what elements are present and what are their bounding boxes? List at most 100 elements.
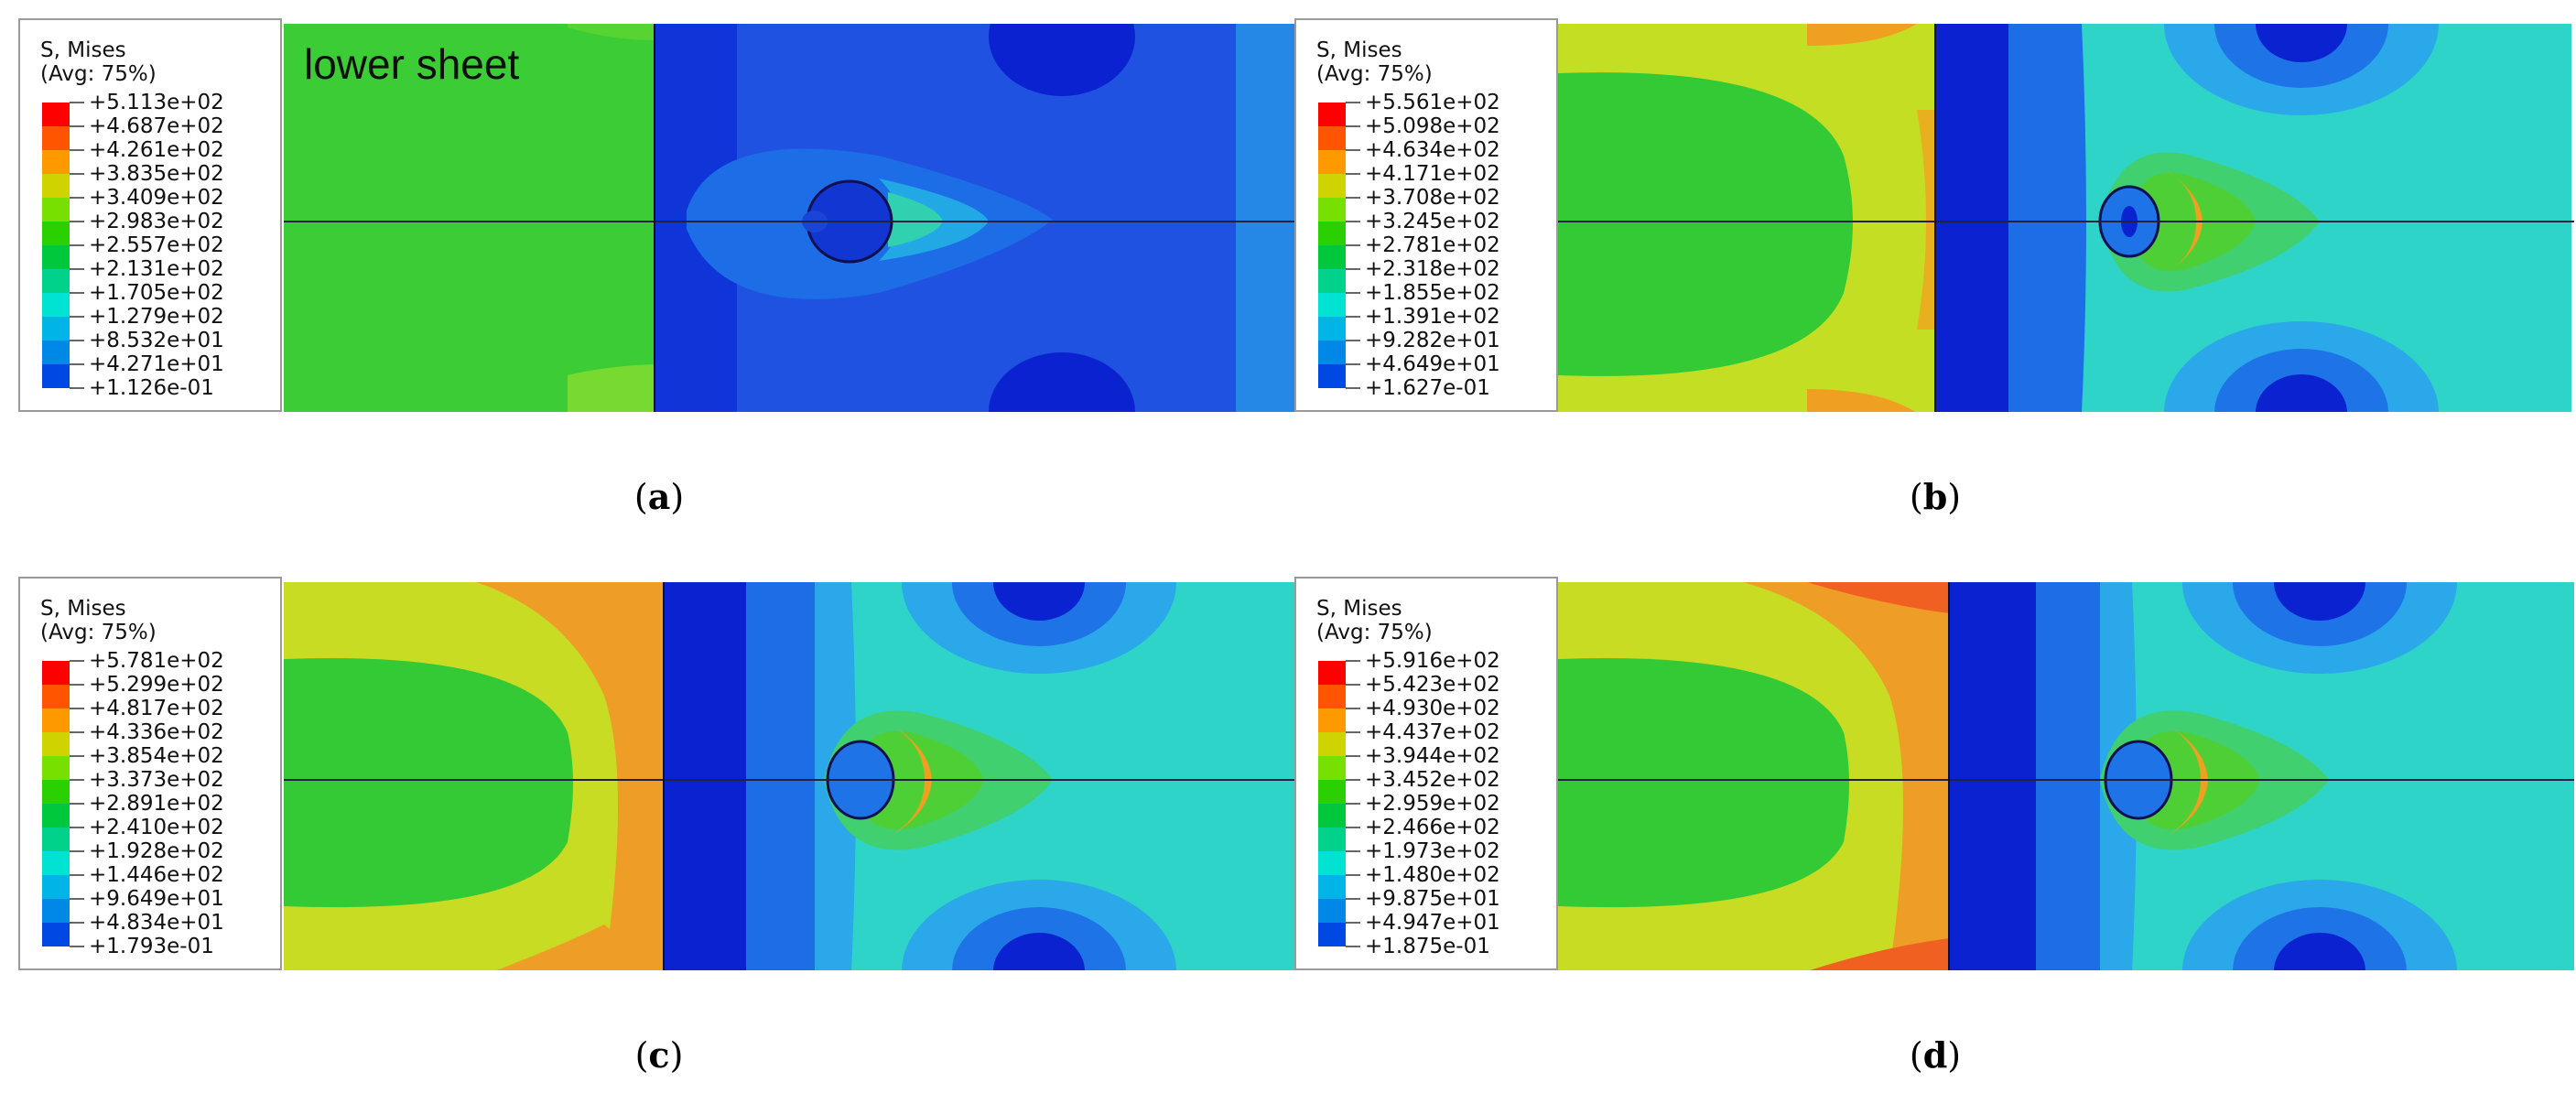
legend-value: +5.098e+02 [1365, 114, 1500, 138]
legend-value: +3.409e+02 [89, 186, 224, 210]
legend-value: +4.634e+02 [1365, 138, 1500, 162]
legend-value: +3.944e+02 [1365, 744, 1500, 768]
color-band [1318, 780, 1346, 804]
color-band [42, 851, 70, 875]
legend-title: S, Mises [1316, 597, 1402, 621]
color-band [42, 732, 70, 756]
legend-value: +5.781e+02 [89, 649, 224, 673]
legend-value: +4.437e+02 [1365, 720, 1500, 744]
color-band [1318, 923, 1346, 946]
left-sheet-region-b [1558, 24, 1935, 412]
color-band [42, 756, 70, 780]
color-scale-bar-a [42, 102, 84, 389]
legend-value: +3.245e+02 [1365, 210, 1500, 233]
legend-subtitle: (Avg: 75%) [40, 62, 157, 86]
legend-value: +2.318e+02 [1365, 257, 1500, 281]
legend-value: +3.373e+02 [89, 768, 224, 792]
color-band [1318, 269, 1346, 293]
legend-value: +3.708e+02 [1365, 186, 1500, 210]
legend-value: +5.299e+02 [89, 673, 224, 697]
legend-value: +4.336e+02 [89, 720, 224, 744]
color-scale-bar-c [42, 660, 84, 947]
color-scale-bar-d [1318, 660, 1360, 947]
legend-subtitle: (Avg: 75%) [1316, 62, 1433, 86]
legend-value: +1.446e+02 [89, 863, 224, 887]
stress-contour-plot-b [1558, 24, 2574, 412]
panel-b: S, Mises (Avg: 75%) +5.561e+02 +5.098e+02… [1294, 18, 2576, 549]
color-band [42, 245, 70, 269]
legend-value: +2.781e+02 [1365, 233, 1500, 257]
legend-value: +4.687e+02 [89, 114, 224, 138]
legend-a: S, Mises (Avg: 75%) +5.113e+02 +4.687e+02… [18, 18, 282, 412]
color-band [42, 269, 70, 293]
color-band [1318, 685, 1346, 708]
caption-c: (c) [634, 1034, 684, 1076]
legend-value: +2.410e+02 [89, 816, 224, 839]
color-band [42, 317, 70, 341]
caption-b: (b) [1909, 476, 1962, 517]
legend-value: +2.557e+02 [89, 233, 224, 257]
color-band [1318, 222, 1346, 245]
legend-value: +1.793e-01 [89, 935, 214, 958]
color-band [1318, 317, 1346, 341]
color-band [1318, 827, 1346, 851]
color-band [42, 804, 70, 827]
legend-d: S, Mises (Avg: 75%) +5.916e+02 +5.423e+02… [1294, 577, 1558, 970]
legend-value: +5.916e+02 [1365, 649, 1500, 673]
color-band [42, 150, 70, 174]
caption-d: (d) [1909, 1034, 1962, 1076]
legend-title: S, Mises [40, 597, 126, 621]
legend-value: +4.817e+02 [89, 697, 224, 720]
color-band [1318, 103, 1346, 126]
legend-value: +2.131e+02 [89, 257, 224, 281]
color-band [1318, 899, 1346, 923]
color-band [42, 103, 70, 126]
legend-value: +1.627e-01 [1365, 376, 1490, 400]
legend-value: +5.561e+02 [1365, 91, 1500, 114]
color-band [1318, 293, 1346, 317]
legend-value: +5.423e+02 [1365, 673, 1500, 697]
legend-value: +1.480e+02 [1365, 863, 1500, 887]
legend-value: +3.835e+02 [89, 162, 224, 186]
legend-value: +1.875e-01 [1365, 935, 1490, 958]
color-band [1318, 661, 1346, 685]
legend-value: +2.466e+02 [1365, 816, 1500, 839]
legend-value: +1.279e+02 [89, 305, 224, 329]
legend-value: +5.113e+02 [89, 91, 224, 114]
color-scale-bar-b [1318, 102, 1360, 389]
legend-value: +3.452e+02 [1365, 768, 1500, 792]
legend-value: +1.126e-01 [89, 376, 214, 400]
legend-value: +1.705e+02 [89, 281, 224, 305]
color-band [42, 708, 70, 732]
stress-contour-plot-d [1558, 582, 2574, 970]
legend-value: +2.959e+02 [1365, 792, 1500, 816]
color-band [1318, 804, 1346, 827]
legend-value: +9.282e+01 [1365, 329, 1500, 352]
legend-value: +2.891e+02 [89, 792, 224, 816]
right-sheet-region-b [1935, 24, 2571, 412]
legend-value: +9.649e+01 [89, 887, 224, 911]
legend-title: S, Mises [40, 38, 126, 62]
legend-value: +3.854e+02 [89, 744, 224, 768]
legend-subtitle: (Avg: 75%) [1316, 621, 1433, 644]
stress-contour-plot-c [284, 582, 1295, 970]
color-band [42, 923, 70, 946]
legend-value: +4.834e+01 [89, 911, 224, 935]
panel-a: lower sheet S, Mises (Avg: 75%) +5.113e+… [18, 18, 1300, 549]
color-band [1318, 708, 1346, 732]
legend-value: +4.930e+02 [1365, 697, 1500, 720]
legend-value: +8.532e+01 [89, 329, 224, 352]
legend-value: +1.855e+02 [1365, 281, 1500, 305]
color-band [42, 899, 70, 923]
legend-value: +1.391e+02 [1365, 305, 1500, 329]
legend-title: S, Mises [1316, 38, 1402, 62]
stress-contour-plot-a: lower sheet [284, 24, 1295, 412]
legend-value: +4.649e+01 [1365, 352, 1500, 376]
right-sheet-region-a [655, 24, 1295, 412]
color-band [1318, 174, 1346, 198]
panel-d: S, Mises (Avg: 75%) +5.916e+02 +5.423e+02… [1294, 577, 2576, 1108]
legend-b: S, Mises (Avg: 75%) +5.561e+02 +5.098e+02… [1294, 18, 1558, 412]
color-band [42, 780, 70, 804]
color-band [1318, 875, 1346, 899]
color-band [42, 827, 70, 851]
